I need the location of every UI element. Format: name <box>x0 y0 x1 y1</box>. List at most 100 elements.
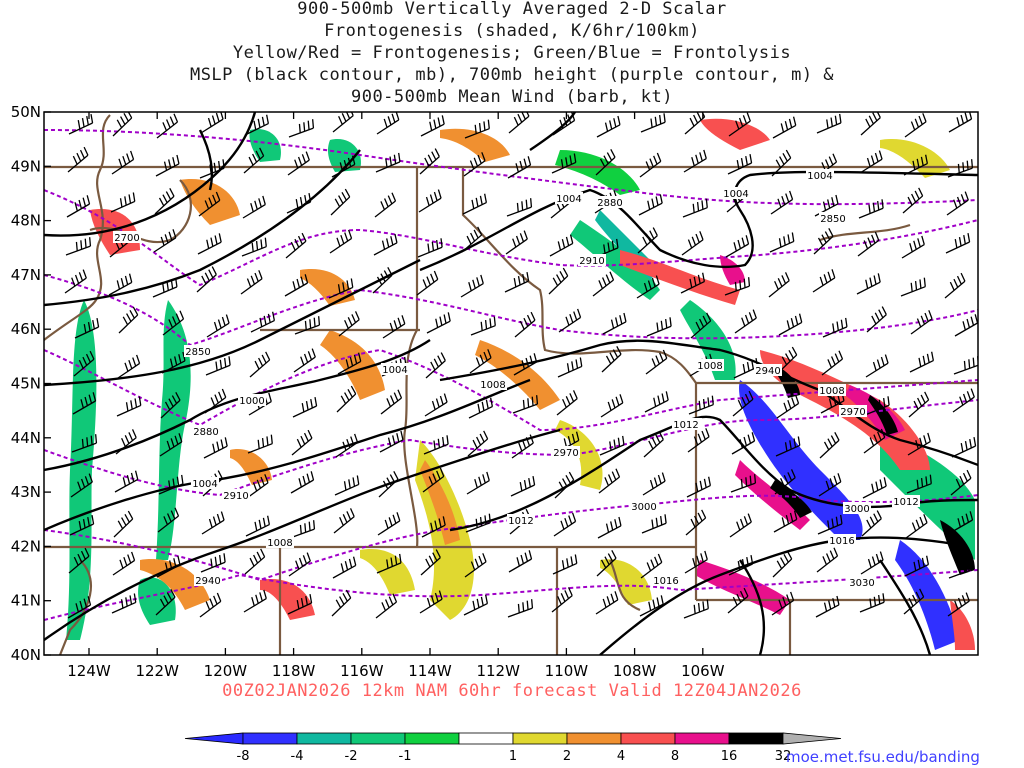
colorbar: -8 -4 -2 -1 1 2 4 8 16 32 <box>184 732 842 764</box>
barb-feather <box>784 272 790 281</box>
barb-feather <box>784 442 788 452</box>
barb-feather <box>176 476 180 486</box>
wind-barb <box>156 555 181 578</box>
wind-barb <box>114 470 139 493</box>
barb-feather <box>124 435 130 444</box>
lon-label: 116W <box>340 662 384 680</box>
barb-feather <box>921 235 925 245</box>
barb-feather <box>251 242 254 252</box>
wind-barb <box>424 393 448 417</box>
colorbar-swatch <box>512 732 568 745</box>
barb-feather <box>340 395 347 405</box>
barb-feather <box>696 555 700 565</box>
barb-feather <box>652 599 656 609</box>
barb-feather <box>834 432 840 441</box>
barb-feather <box>228 356 231 366</box>
wind-barb <box>153 229 177 253</box>
barb-feather <box>914 118 920 128</box>
barb-feather <box>124 362 129 372</box>
barb-feather <box>697 274 701 284</box>
barb-feather <box>490 397 494 407</box>
barb-feather <box>530 198 533 208</box>
barb-feather <box>307 429 313 439</box>
barb-feather <box>827 520 830 530</box>
barb-feather <box>427 154 433 164</box>
barb-feather <box>655 434 661 444</box>
height-label-bg <box>630 500 658 512</box>
wind-barb <box>772 550 793 578</box>
barb-feather <box>83 323 87 334</box>
barb-feather <box>132 192 136 202</box>
wind-barb <box>770 190 794 215</box>
barb-feather <box>957 163 960 173</box>
colorbar-tick-label: -2 <box>345 749 358 764</box>
barb-feather <box>830 117 833 127</box>
barb-feather <box>742 363 746 374</box>
barb-feather <box>697 512 703 522</box>
barb-feather <box>560 159 564 169</box>
wind-barb <box>596 550 617 577</box>
barb-feather <box>619 315 623 325</box>
barb-feather <box>962 472 968 482</box>
barb-feather <box>78 359 84 369</box>
height-label: 2880 <box>597 198 622 209</box>
wind-barb <box>468 397 494 419</box>
wind-barb <box>682 198 708 218</box>
barb-feather <box>171 316 177 326</box>
barb-feather <box>121 437 126 447</box>
barb-feather <box>824 231 831 240</box>
wind-barb <box>768 272 790 298</box>
barb-feather <box>845 317 848 327</box>
barb-feather <box>78 199 83 209</box>
barb-feather <box>345 589 352 599</box>
barb-feather <box>615 396 620 406</box>
barb-feather <box>303 353 309 363</box>
barb-feather <box>133 593 137 603</box>
barb-feather <box>212 516 217 526</box>
wind-barb <box>688 395 714 415</box>
wind-barb <box>206 314 230 338</box>
barb-feather <box>217 319 222 329</box>
barb-feather <box>303 432 309 442</box>
barb-feather <box>918 357 922 367</box>
barb-feather <box>569 234 574 244</box>
wind-barb <box>292 397 318 418</box>
height-label-bg <box>194 574 222 586</box>
wind-barb <box>108 273 133 296</box>
source-credit-link[interactable]: moe.met.fsu.edu/banding <box>786 748 980 766</box>
barb-feather <box>519 160 524 170</box>
wind-barbs <box>64 112 978 619</box>
wind-barb <box>948 112 973 133</box>
barb-feather <box>437 355 443 365</box>
colorbar-tick-label: 16 <box>721 749 738 764</box>
colorbar-tick-label: -4 <box>291 749 304 764</box>
barb-feather <box>126 313 132 322</box>
frontolysis-area <box>570 220 660 300</box>
barb-feather <box>485 399 489 409</box>
barb-feather <box>607 474 613 484</box>
barb-feather <box>821 234 827 243</box>
barb-feather <box>216 592 222 602</box>
barb-feather <box>476 436 482 446</box>
wind-barb <box>250 311 276 333</box>
barb-feather <box>827 359 833 368</box>
height-label: 3030 <box>849 578 874 589</box>
barb-feather <box>309 594 313 604</box>
barb-feather <box>732 596 738 606</box>
barb-feather <box>344 319 349 329</box>
barb-feather <box>485 594 489 604</box>
barb-feather <box>552 277 559 287</box>
wind-barb <box>951 437 977 458</box>
barb-feather <box>959 396 964 406</box>
barb-feather <box>740 478 743 488</box>
barb-feather <box>693 604 696 614</box>
barb-feather <box>480 274 484 284</box>
wind-barb <box>286 193 312 214</box>
wind-barb <box>464 553 487 578</box>
barb-feather <box>642 236 648 246</box>
barb-feather <box>213 321 218 331</box>
barb-feather <box>838 350 844 360</box>
barb-feather <box>872 112 878 122</box>
barb-feather <box>259 592 263 602</box>
mslp-contours <box>44 112 978 655</box>
